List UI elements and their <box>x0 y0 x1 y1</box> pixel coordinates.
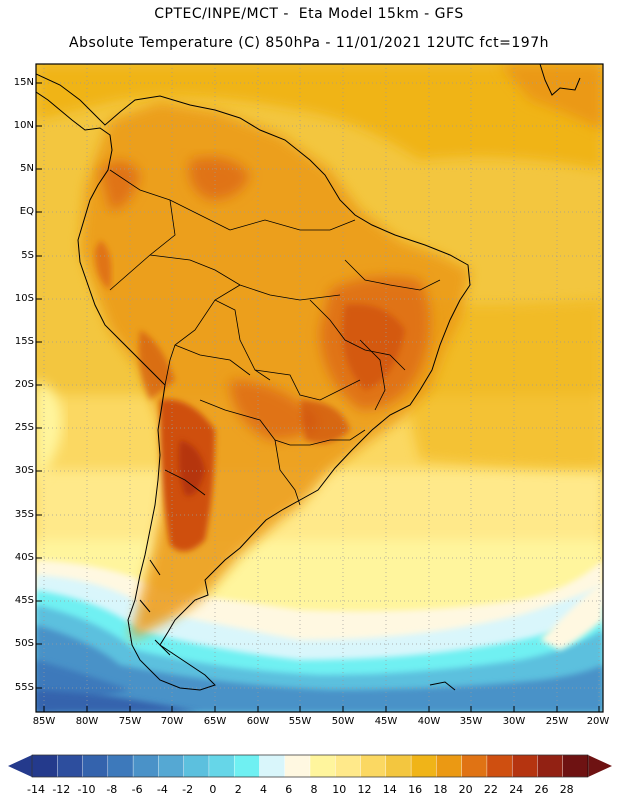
temperature-field <box>36 64 603 712</box>
colorbar-label: -14 <box>27 783 45 796</box>
colorbar-label: -4 <box>156 783 168 796</box>
lat-label: 55S <box>14 682 34 693</box>
lon-label: 65W <box>203 716 227 727</box>
colorbar-swatch <box>385 754 412 778</box>
lat-label: 15N <box>13 77 34 88</box>
colorbar-high-arrow <box>588 755 612 777</box>
lon-label: 80W <box>75 716 99 727</box>
colorbar-label: 2 <box>234 783 242 796</box>
colorbar-label: 10 <box>332 783 347 796</box>
colorbar-swatch <box>511 754 538 778</box>
colorbar-swatch <box>486 754 513 778</box>
lat-label: 20S <box>14 379 34 390</box>
colorbar-label: -2 <box>182 783 194 796</box>
lat-label: 5S <box>21 250 34 261</box>
colorbar-label: -8 <box>106 783 118 796</box>
lat-label: 40S <box>14 552 34 563</box>
colorbar-swatch <box>537 754 564 778</box>
colorbar-swatch <box>335 754 362 778</box>
colorbar-label: 12 <box>357 783 372 796</box>
lon-label: 50W <box>331 716 355 727</box>
colorbar <box>8 754 612 778</box>
lon-label: 35W <box>459 716 483 727</box>
colorbar-swatch <box>107 754 134 778</box>
lon-label: 85W <box>32 716 56 727</box>
lon-label: 60W <box>246 716 270 727</box>
lat-label: 35S <box>14 509 34 520</box>
colorbar-label: 20 <box>458 783 473 796</box>
colorbar-label: -12 <box>52 783 71 796</box>
colorbar-swatch <box>183 754 210 778</box>
lat-label: 45S <box>14 595 34 606</box>
lat-label: 10S <box>14 293 34 304</box>
colorbar-swatch <box>31 754 58 778</box>
colorbar-swatch <box>309 754 336 778</box>
lon-label: 25W <box>545 716 569 727</box>
lat-label: 25S <box>14 422 34 433</box>
colorbar-label: 6 <box>285 783 293 796</box>
lat-label: 10N <box>13 120 34 131</box>
lon-label: 20W <box>586 716 610 727</box>
map-title-line1: CPTEC/INPE/MCT - Eta Model 15km - GFS <box>154 6 464 22</box>
colorbar-label: 28 <box>559 783 574 796</box>
colorbar-swatch <box>436 754 463 778</box>
lon-label: 40W <box>417 716 441 727</box>
lat-label: 30S <box>14 465 34 476</box>
lon-label: 70W <box>160 716 184 727</box>
colorbar-label: 0 <box>209 783 217 796</box>
colorbar-label: -6 <box>131 783 143 796</box>
colorbar-swatch <box>410 754 437 778</box>
colorbar-swatch <box>158 754 185 778</box>
colorbar-swatch <box>82 754 109 778</box>
colorbar-swatch <box>233 754 260 778</box>
colorbar-label: 24 <box>509 783 524 796</box>
colorbar-swatch <box>461 754 488 778</box>
colorbar-label: 22 <box>483 783 498 796</box>
country-borders <box>109 169 441 506</box>
lat-label: 5N <box>20 163 34 174</box>
colorbar-label: 26 <box>534 783 549 796</box>
gridlines <box>36 64 603 712</box>
colorbar-label: -10 <box>77 783 96 796</box>
colorbar-swatch <box>360 754 387 778</box>
colorbar-swatch <box>57 754 84 778</box>
lon-label: 55W <box>288 716 312 727</box>
colorbar-label: 18 <box>433 783 448 796</box>
colorbar-low-arrow <box>8 755 32 777</box>
lat-label: 15S <box>14 336 34 347</box>
lon-label: 30W <box>502 716 526 727</box>
colorbar-label: 14 <box>382 783 397 796</box>
colorbar-label: 4 <box>260 783 267 796</box>
lat-label: 50S <box>14 638 34 649</box>
colorbar-swatch <box>562 754 589 778</box>
colorbar-swatch <box>284 754 311 778</box>
lat-label: EQ <box>19 206 34 217</box>
colorbar-swatch <box>208 754 235 778</box>
colorbar-label: 16 <box>408 783 423 796</box>
colorbar-label: 8 <box>310 783 318 796</box>
map-frame <box>35 63 604 713</box>
lon-label: 75W <box>118 716 142 727</box>
colorbar-swatch <box>132 754 159 778</box>
coastlines <box>36 64 581 691</box>
axis-ticks <box>36 82 600 712</box>
lon-label: 45W <box>374 716 398 727</box>
map-title-line2: Absolute Temperature (C) 850hPa - 11/01/… <box>69 35 549 51</box>
colorbar-swatch <box>259 754 286 778</box>
